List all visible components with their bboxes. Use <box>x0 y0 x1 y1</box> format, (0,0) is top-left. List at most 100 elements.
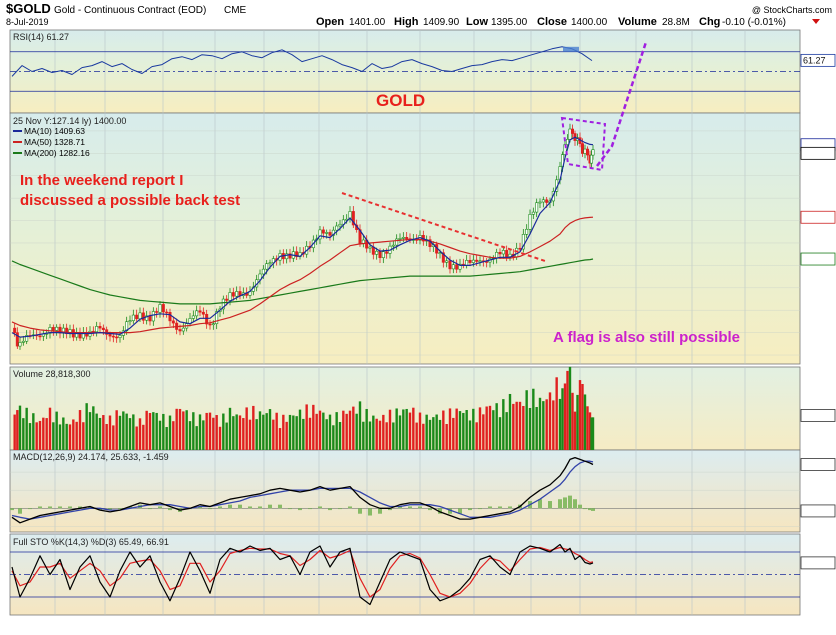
macd-histogram-bar <box>538 499 542 509</box>
candle-down <box>518 247 522 250</box>
volume-bar-up <box>465 410 468 450</box>
volume-bar-up <box>425 414 428 450</box>
macd-histogram-bar <box>388 508 392 511</box>
volume-bar-up <box>405 408 408 450</box>
candle-down <box>455 264 459 270</box>
volume-bar-down <box>448 408 452 450</box>
volume-bar-down <box>75 421 78 450</box>
volume-bar-down <box>142 424 145 450</box>
macd-histogram-bar <box>258 506 262 509</box>
volume-bar-up <box>322 412 325 450</box>
volume-bar-down <box>248 419 252 450</box>
candle-down <box>141 312 145 321</box>
candle-down <box>328 232 332 236</box>
candle-up <box>361 239 365 244</box>
volume-bar-down <box>515 401 518 450</box>
candle-up <box>521 234 525 250</box>
macd-histogram-bar <box>58 506 62 509</box>
candle-down <box>288 253 292 259</box>
volume-bar-down <box>178 408 182 450</box>
volume-bar-down <box>545 399 548 450</box>
candle-down <box>198 310 202 313</box>
candle-up <box>228 292 232 301</box>
candle-up <box>591 149 595 156</box>
price-badge <box>800 210 836 224</box>
candle-up <box>478 260 482 263</box>
macd-histogram-bar <box>268 504 272 509</box>
sto-badge <box>800 556 836 570</box>
macd-histogram-bar <box>288 508 292 510</box>
macd-histogram-bar <box>10 508 14 511</box>
chg-value: -0.10 (-0.01%) <box>722 17 786 28</box>
volume-bar-down <box>78 410 82 450</box>
volume-bar-up <box>235 414 238 450</box>
volume-bar-down <box>16 410 19 450</box>
volume-bar-up <box>402 409 405 450</box>
volume-bar-up <box>195 426 198 450</box>
candle-down <box>405 237 409 240</box>
volume-bar-up <box>558 398 562 450</box>
volume-bar-up <box>92 406 95 450</box>
candle-up <box>381 251 385 258</box>
macd-histogram-bar <box>508 506 512 509</box>
volume-bar-up <box>65 423 68 450</box>
macd-histogram-bar <box>88 506 92 509</box>
macd-histogram-bar <box>38 506 42 509</box>
volume-bar-down <box>573 411 577 450</box>
volume-bar-up <box>538 397 542 450</box>
macd-histogram-bar <box>478 508 482 510</box>
price-panel <box>9 112 801 365</box>
volume-bar-up <box>498 417 502 450</box>
volume-bar-up <box>258 411 262 450</box>
candle-up <box>261 268 265 275</box>
candle-up <box>118 335 122 339</box>
volume-bar-down <box>172 421 175 450</box>
volume-bar-down <box>552 400 555 450</box>
volume-bar-up <box>398 415 402 450</box>
candle-up <box>25 335 29 342</box>
volume-bar-down <box>412 407 415 450</box>
chg-label: Chg <box>699 16 720 28</box>
volume-bar-up <box>298 409 302 450</box>
candle-up <box>55 326 59 331</box>
candle-up <box>391 244 395 247</box>
macd-histogram-bar <box>218 506 222 509</box>
candle-up <box>438 252 442 255</box>
description: Gold - Continuous Contract (EOD) <box>54 5 206 16</box>
macd-line <box>11 456 594 524</box>
volume-bar-up <box>525 390 528 450</box>
candle-up <box>528 214 532 230</box>
macd-badge <box>800 504 836 518</box>
weekend-annotation-line1: In the weekend report I <box>20 172 183 189</box>
volume-bar-down <box>522 405 525 450</box>
volume-bar-up <box>188 421 192 450</box>
macd-histogram-bar <box>428 508 432 511</box>
candle-down <box>161 304 165 313</box>
macd-panel <box>9 449 801 533</box>
volume-bar-up <box>168 415 172 450</box>
volume-bar-up <box>32 413 35 450</box>
volume-bar-down <box>342 410 345 450</box>
volume-bar-up <box>202 420 205 450</box>
volume-bar-up <box>428 419 432 450</box>
candle-down <box>448 260 452 270</box>
volume-bar-down <box>112 425 115 450</box>
volume-bar-up <box>232 416 235 450</box>
candle-up <box>538 201 542 204</box>
volume-bar-down <box>278 428 282 450</box>
volume-bar-up <box>98 417 102 450</box>
volume-bar-down <box>68 424 72 450</box>
chart-header: $GOLD Gold - Continuous Contract (EOD) C… <box>6 1 832 28</box>
price-series <box>11 123 836 350</box>
candle-down <box>135 314 139 320</box>
volume-bar-down <box>135 426 138 450</box>
rsi-last-label: 61.27 <box>803 55 826 65</box>
macd-histogram-bar <box>573 499 577 509</box>
volume-bar-down <box>312 404 315 450</box>
sto-title: Full STO %K(14,3) %D(3) 65.49, 66.91 <box>13 537 169 547</box>
volume-bar-up <box>392 422 395 450</box>
volume-bar-up <box>192 412 195 450</box>
volume-bar-up <box>185 410 188 450</box>
volume-bar-up <box>222 413 225 450</box>
symbol: $GOLD <box>6 1 51 16</box>
